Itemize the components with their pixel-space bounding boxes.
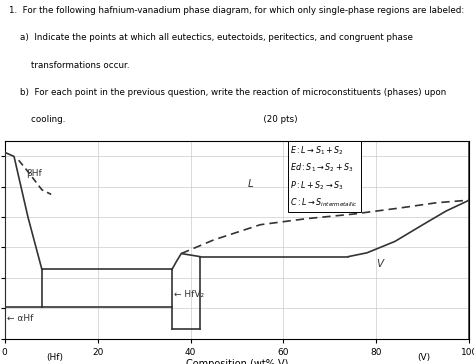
Text: a)  Indicate the points at which all eutectics, eutectoids, peritectics, and con: a) Indicate the points at which all eute… <box>9 33 413 43</box>
Text: cooling.                                                                        : cooling. <box>9 115 298 124</box>
Text: (V): (V) <box>418 353 431 362</box>
Text: βHf: βHf <box>26 169 41 178</box>
X-axis label: Composition (wt% V): Composition (wt% V) <box>186 359 288 364</box>
Text: b)  For each point in the previous question, write the reaction of microconstitu: b) For each point in the previous questi… <box>9 88 447 97</box>
Text: ← αHf: ← αHf <box>7 314 34 323</box>
Text: ← HfV₂: ← HfV₂ <box>174 290 204 299</box>
Text: (Hf): (Hf) <box>46 353 63 362</box>
Text: $E: L \rightarrow S_1 + S_2$
$Ed: S_1 \rightarrow S_2 + S_3$
$P: L + S_2 \righta: $E: L \rightarrow S_1 + S_2$ $Ed: S_1 \r… <box>291 144 358 209</box>
Text: L: L <box>248 179 254 189</box>
Text: transformations occur.: transformations occur. <box>9 60 130 70</box>
Text: 1.  For the following hafnium-vanadium phase diagram, for which only single-phas: 1. For the following hafnium-vanadium ph… <box>9 6 465 15</box>
Text: V: V <box>376 259 383 269</box>
